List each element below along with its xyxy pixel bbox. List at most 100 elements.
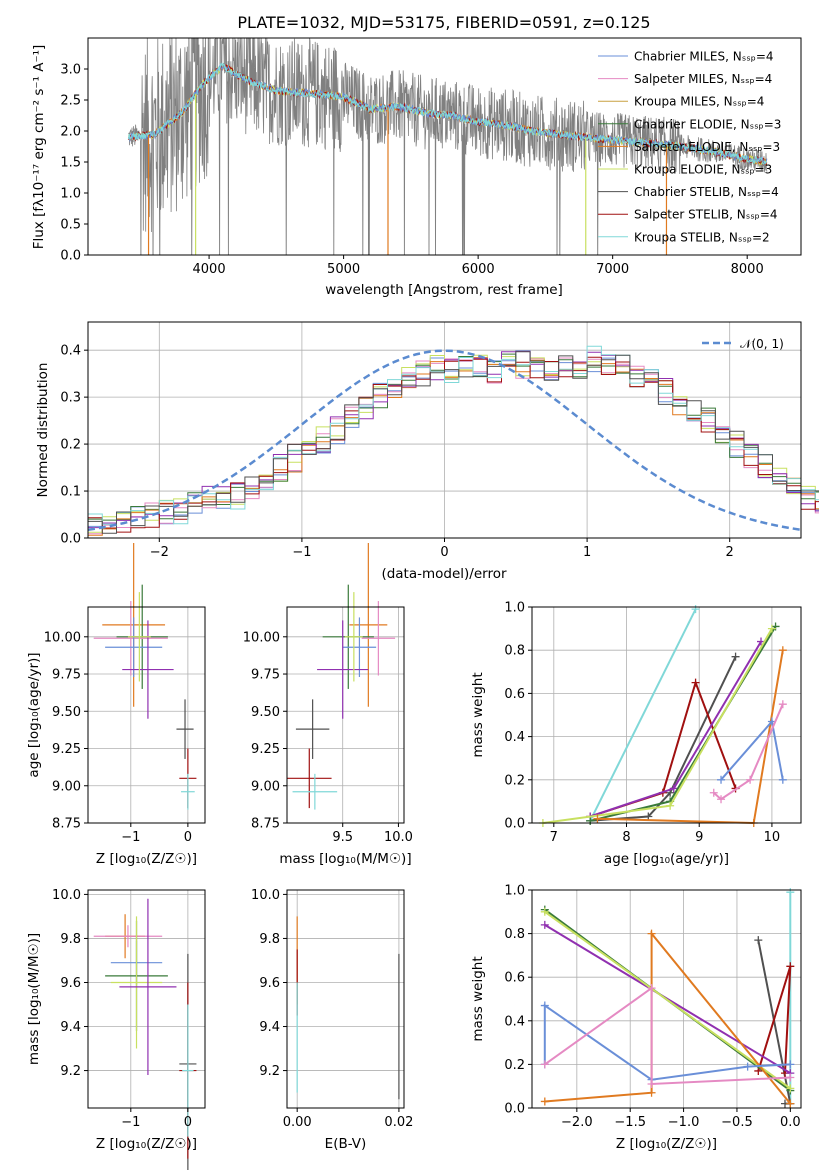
weight-line-salpeter-miles xyxy=(544,986,791,1086)
y-tick-label: 10.0 xyxy=(52,888,81,903)
histogram-kroupa-stelib xyxy=(87,345,819,538)
y-tick-label: 0.8 xyxy=(504,644,525,659)
histogram-salpeter-miles xyxy=(87,357,819,538)
legend-label: Chabrier MILES, Nₛₛₚ=4 xyxy=(634,50,774,64)
y-tick-label: 9.25 xyxy=(251,742,280,757)
histogram-salpeter-stelib xyxy=(87,356,819,538)
histogram-chabrier-stelib xyxy=(87,351,819,538)
y-tick-label: 9.8 xyxy=(60,932,81,947)
x-axis-label: E(B-V) xyxy=(325,1136,367,1152)
weight-marker xyxy=(767,624,776,633)
weight-marker xyxy=(778,646,787,655)
spectrum-x-label: wavelength [Angstrom, rest frame] xyxy=(325,282,563,298)
gaussian-curve xyxy=(87,349,802,532)
model-spectrum-kroupa-stelib xyxy=(127,62,767,165)
y-tick-label: 2.0 xyxy=(60,125,81,140)
weight-marker xyxy=(746,775,755,784)
weight-marker xyxy=(717,775,726,784)
axes-frame xyxy=(531,889,802,1109)
x-tick-label: 0 xyxy=(184,830,192,845)
histogram-x-label: (data-model)/error xyxy=(381,566,507,582)
legend-label: Kroupa MILES, Nₛₛₚ=4 xyxy=(634,95,764,109)
y-axis-label: mass [log₁₀(M/M☉)] xyxy=(26,933,42,1065)
weight-marker xyxy=(540,1060,549,1069)
y-tick-label: 9.25 xyxy=(52,742,81,757)
weight-marker xyxy=(669,784,678,793)
x-tick-label: −1 xyxy=(121,1115,140,1130)
y-tick-label: 8.75 xyxy=(52,817,81,832)
weight-marker xyxy=(717,795,726,804)
axes-frame xyxy=(87,606,206,824)
weight-marker xyxy=(786,888,795,897)
weight-marker xyxy=(786,962,795,971)
weight-line-chabrier-miles xyxy=(543,1003,791,1081)
y-tick-label: 10.00 xyxy=(44,630,81,645)
x-tick-label: 2 xyxy=(726,545,734,560)
x-tick-label: −2 xyxy=(150,545,169,560)
y-tick-label: 9.75 xyxy=(251,668,280,683)
x-tick-label: −2.0 xyxy=(561,1115,593,1130)
y-tick-label: 0.0 xyxy=(60,249,81,264)
y-tick-label: 9.00 xyxy=(251,779,280,794)
gaussian-legend-label: 𝒩(0, 1) xyxy=(740,337,784,351)
residual-histogram-panel: −2 −1 0 1 2 0.0 0.1 0.2 0.3 0.4 (data-model)/erro… xyxy=(35,321,819,582)
x-axis-label: Z [log₁₀(Z/Z☉)] xyxy=(96,851,197,867)
x-tick-label: 0.00 xyxy=(283,1115,312,1130)
chart-title: PLATE=1032, MJD=53175, FIBERID=0591, z=0… xyxy=(237,13,650,32)
y-tick-label: 0.3 xyxy=(60,391,81,406)
weight-marker xyxy=(709,788,718,797)
axes-frame xyxy=(87,889,206,1109)
x-tick-label: −1.5 xyxy=(614,1115,646,1130)
weight-marker xyxy=(754,1066,763,1075)
y-tick-label: 9.2 xyxy=(259,1064,280,1079)
y-axis-label: mass weight xyxy=(470,956,486,1041)
y-tick-label: 8.75 xyxy=(251,817,280,832)
x-tick-label: −1 xyxy=(292,545,311,560)
weight-marker xyxy=(647,1080,656,1089)
y-tick-label: 0.4 xyxy=(504,1014,525,1029)
x-tick-label: 9 xyxy=(695,830,703,845)
weight-line-kroupa-stelib xyxy=(589,608,697,822)
x-tick-label: 7 xyxy=(550,830,558,845)
x-axis-label: Z [log₁₀(Z/Z☉)] xyxy=(96,1136,197,1152)
x-tick-label: 4000 xyxy=(193,262,226,277)
weight-vs-metallicity-panel: −2.0 −1.5 −1.0 −0.5 0.0 0.0 0.2 0.4 0.6 0.8 1.0 Z [… xyxy=(470,884,802,1152)
weight-marker xyxy=(647,1088,656,1097)
y-tick-label: 1.5 xyxy=(60,156,81,171)
weight-marker xyxy=(786,1073,795,1082)
y-tick-label: 0.0 xyxy=(504,817,525,832)
x-tick-label: 10 xyxy=(764,830,781,845)
x-tick-label: 0.02 xyxy=(384,1115,413,1130)
y-tick-label: 0.4 xyxy=(60,344,81,359)
y-tick-label: 9.75 xyxy=(52,668,81,683)
x-tick-label: 8 xyxy=(622,830,630,845)
y-tick-label: 0.0 xyxy=(60,532,81,547)
weight-marker xyxy=(540,920,549,929)
y-tick-label: 9.4 xyxy=(259,1020,280,1035)
y-tick-label: 0.2 xyxy=(504,1058,525,1073)
y-axis-label: mass weight xyxy=(470,672,486,757)
spectrum-y-label: Flux [fλ10⁻¹⁷ erg cm⁻² s⁻¹ A⁻¹] xyxy=(31,45,47,250)
y-tick-label: 1.0 xyxy=(60,187,81,202)
legend-label: Salpeter ELODIE, Nₛₛₚ=3 xyxy=(634,140,780,154)
legend-label: Salpeter MILES, Nₛₛₚ=4 xyxy=(634,72,772,86)
weight-marker xyxy=(540,907,549,916)
weight-line-kroupa-elodie xyxy=(544,910,791,1090)
y-tick-label: 0.5 xyxy=(60,218,81,233)
weight-marker xyxy=(731,652,740,661)
weight-marker xyxy=(647,929,656,938)
spectrum-legend: Chabrier MILES, Nₛₛₚ=4 Salpeter MILES, Nₛ… xyxy=(598,50,781,244)
y-tick-label: 9.2 xyxy=(60,1064,81,1079)
y-axis-label: age [log₁₀(age/yr)] xyxy=(26,652,42,777)
x-axis-label: age [log₁₀(age/yr)] xyxy=(604,851,729,867)
weight-marker xyxy=(647,984,656,993)
x-tick-label: 10.0 xyxy=(384,830,413,845)
spectrum-panel: PLATE=1032, MJD=53175, FIBERID=0591, z=0… xyxy=(31,13,802,298)
y-tick-label: 2.5 xyxy=(60,94,81,109)
x-tick-label: 6000 xyxy=(462,262,495,277)
weight-marker xyxy=(666,801,675,810)
y-tick-label: 9.8 xyxy=(259,932,280,947)
x-tick-label: 5000 xyxy=(327,262,360,277)
axes-frame xyxy=(286,606,405,824)
y-tick-label: 0.4 xyxy=(504,730,525,745)
